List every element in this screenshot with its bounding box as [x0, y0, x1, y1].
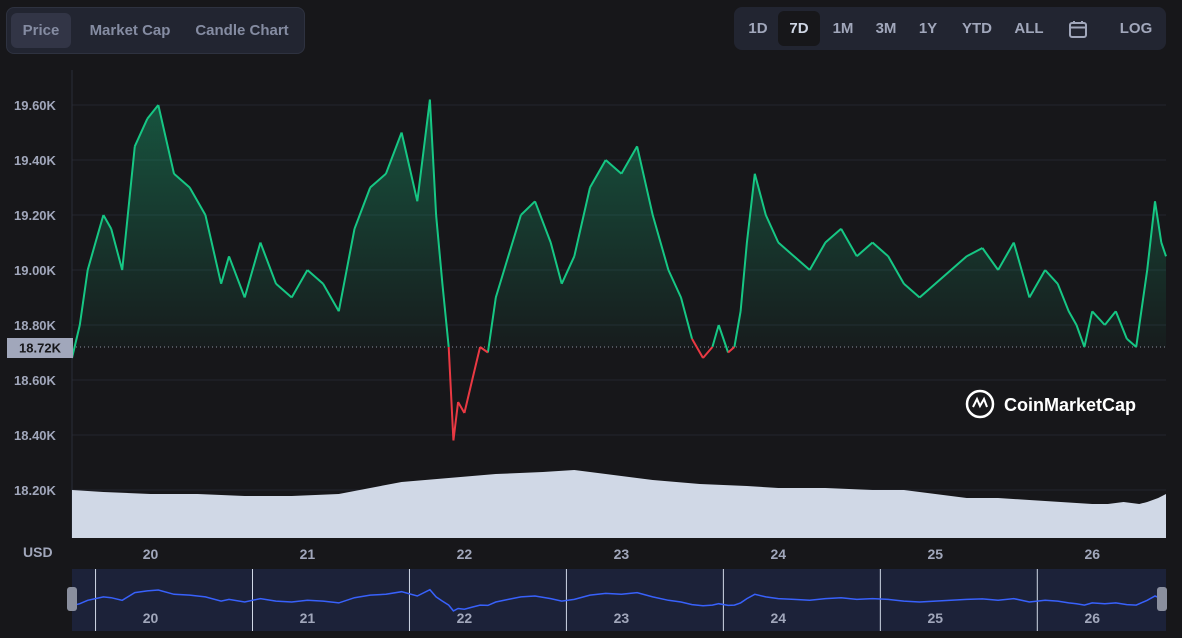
range-1y-button[interactable]: 1Y [918, 20, 938, 37]
x-tick-label: 22 [457, 546, 473, 562]
x-tick-label: 21 [300, 546, 316, 562]
y-tick-label: 19.20K [14, 208, 57, 223]
y-tick-label: 18.80K [14, 318, 57, 333]
navigator-right-handle[interactable] [1157, 587, 1167, 611]
coinmarketcap-logo: CoinMarketCap [965, 389, 1136, 419]
range-ytd-button[interactable]: YTD [962, 20, 992, 37]
chart-type-tabs: Price Market Cap Candle Chart [6, 7, 305, 54]
navigator-tick-label: 21 [300, 610, 316, 626]
range-1d-button[interactable]: 1D [748, 20, 768, 37]
currency-label: USD [23, 544, 53, 560]
y-tick-label: 19.60K [14, 98, 57, 113]
x-tick-label: 23 [614, 546, 630, 562]
price-area-fill [72, 99, 1166, 347]
y-tick-label: 19.00K [14, 263, 57, 278]
range-all-button[interactable]: ALL [1014, 20, 1044, 37]
calendar-icon[interactable] [1060, 11, 1096, 46]
time-range-selector: 1D 7D 1M 3M 1Y YTD ALL LOG [734, 7, 1166, 50]
log-scale-button[interactable]: LOG [1119, 20, 1153, 37]
brand-name: CoinMarketCap [1004, 395, 1136, 415]
y-tick-label: 18.40K [14, 428, 57, 443]
x-tick-label: 20 [143, 546, 159, 562]
tab-candle-chart[interactable]: Candle Chart [195, 22, 289, 39]
tab-market-cap[interactable]: Market Cap [89, 22, 171, 39]
y-axis-labels: 19.60K 19.40K 19.20K 19.00K 18.80K 18.60K 18.4… [14, 98, 57, 498]
x-tick-label: 24 [771, 546, 787, 562]
x-tick-label: 25 [927, 546, 943, 562]
x-tick-label: 26 [1084, 546, 1100, 562]
volume-area [72, 470, 1166, 538]
y-tick-label: 18.60K [14, 373, 57, 388]
navigator-line [71, 588, 1167, 612]
navigator-tick-label: 23 [614, 610, 630, 626]
current-price-label: 18.72K [19, 341, 62, 356]
navigator-tick-label: 25 [927, 610, 943, 626]
current-price-badge: 18.72K [7, 338, 73, 358]
navigator-tick-label: 24 [771, 610, 787, 626]
navigator-left-handle[interactable] [67, 587, 77, 611]
navigator-tick-label: 26 [1084, 610, 1100, 626]
range-7d-button[interactable]: 7D [778, 11, 820, 46]
range-1m-button[interactable]: 1M [832, 20, 854, 37]
navigator-tick-label: 20 [143, 610, 159, 626]
y-tick-label: 19.40K [14, 153, 57, 168]
y-tick-label: 18.20K [14, 483, 57, 498]
tab-price[interactable]: Price [11, 13, 71, 48]
navigator[interactable]: 20 21 22 23 24 25 26 [67, 569, 1167, 631]
navigator-tick-label: 22 [457, 610, 473, 626]
price-line-down [447, 338, 736, 441]
range-3m-button[interactable]: 3M [875, 20, 897, 37]
price-line-up [71, 99, 1167, 359]
x-axis-labels: 20 21 22 23 24 25 26 [143, 546, 1101, 562]
